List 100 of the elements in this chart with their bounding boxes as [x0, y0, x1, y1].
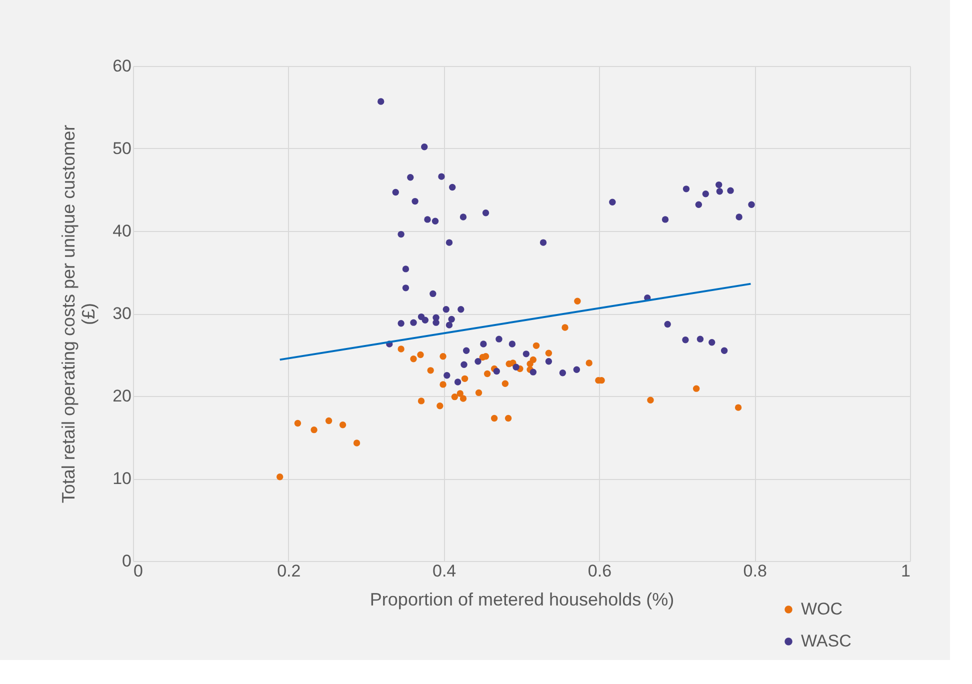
point: [716, 181, 722, 188]
point: [562, 324, 568, 331]
point: [727, 187, 734, 194]
point: [442, 306, 450, 313]
point: [716, 188, 723, 195]
point: [502, 380, 509, 387]
point: [451, 393, 458, 400]
point: [432, 319, 440, 326]
point: [530, 356, 537, 364]
x-tick-label: 1: [901, 562, 910, 580]
point: [504, 414, 512, 422]
point: [545, 350, 552, 356]
point: [353, 440, 360, 446]
point: [574, 298, 581, 304]
y-tick-label: 50: [112, 139, 132, 158]
point: [325, 417, 332, 424]
point: [432, 218, 439, 224]
point: [484, 370, 491, 378]
point: [662, 216, 669, 223]
point: [440, 353, 446, 360]
point: [545, 358, 552, 365]
point: [482, 210, 490, 216]
point: [410, 319, 417, 326]
point: [456, 390, 464, 397]
point: [392, 188, 399, 196]
point: [460, 361, 468, 368]
point: [734, 404, 742, 411]
point: [474, 358, 482, 365]
point: [496, 336, 502, 342]
point: [446, 239, 453, 246]
point: [490, 414, 498, 422]
y-axis-title: Total retail operating costs per unique customer (£): [58, 124, 99, 504]
point: [609, 198, 616, 206]
point: [461, 375, 468, 382]
point: [407, 174, 414, 181]
legend-label: WOC: [801, 600, 843, 618]
x-tick-label: 0: [134, 562, 143, 580]
x-axis-title: Proportion of metered households (%): [370, 590, 674, 610]
point: [276, 474, 284, 480]
point: [438, 173, 445, 180]
point: [532, 342, 540, 350]
point: [480, 340, 487, 348]
y-tick-label: 30: [112, 304, 132, 323]
point: [310, 426, 318, 434]
point: [559, 370, 566, 376]
point: [508, 340, 516, 348]
point: [475, 389, 482, 396]
point: [692, 385, 700, 392]
point: [448, 184, 456, 191]
point: [398, 320, 404, 327]
point: [398, 346, 404, 352]
y-tick-label: 60: [112, 56, 132, 76]
point: [708, 339, 716, 346]
point: [402, 284, 410, 292]
point: [460, 214, 467, 220]
point: [430, 290, 436, 298]
point: [748, 201, 755, 208]
point: [736, 214, 742, 220]
x-tick-label: 0.2: [277, 562, 301, 580]
point: [682, 336, 689, 344]
point: [412, 198, 418, 205]
point: [454, 378, 462, 386]
point: [540, 239, 547, 246]
point: [493, 368, 500, 375]
point: [402, 266, 410, 272]
point: [436, 402, 444, 410]
point: [294, 420, 302, 427]
point: [422, 316, 429, 324]
y-tick-label: 10: [112, 469, 132, 488]
point: [682, 186, 690, 192]
x-tick-label: 0.4: [432, 562, 456, 580]
point: [421, 144, 428, 150]
point: [462, 347, 470, 354]
point: [446, 322, 453, 328]
point: [444, 372, 450, 379]
point: [647, 396, 654, 404]
point: [460, 395, 467, 402]
x-tick-label: 0.8: [743, 562, 767, 580]
point: [427, 367, 434, 374]
x-tick-label: 0.6: [588, 562, 612, 580]
point: [586, 360, 592, 366]
point: [378, 98, 384, 105]
point: [424, 216, 431, 223]
point: [573, 366, 580, 373]
point: [440, 381, 446, 388]
point: [410, 356, 417, 362]
y-tick-label: 40: [112, 222, 132, 240]
point: [530, 368, 537, 376]
point: [398, 230, 404, 238]
legend-label: WASC: [801, 632, 852, 650]
point: [339, 422, 346, 428]
point: [664, 320, 671, 328]
point: [702, 190, 710, 198]
point: [522, 350, 530, 358]
y-tick-label: 20: [112, 386, 132, 406]
point: [448, 316, 455, 323]
point: [696, 336, 704, 342]
point: [458, 306, 464, 313]
point: [418, 398, 425, 404]
point: [512, 364, 520, 370]
